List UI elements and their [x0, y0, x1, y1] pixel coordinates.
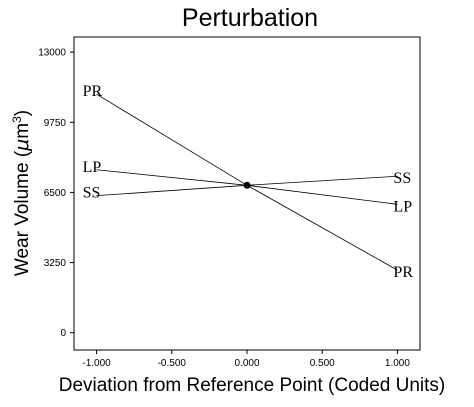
x-tick-label: 0.500 — [310, 358, 335, 369]
x-tick-label: -0.500 — [158, 358, 187, 369]
series-label-end-ss: SS — [393, 170, 411, 187]
series-label-end-lp: LP — [393, 198, 412, 215]
series-label-start-ss: SS — [83, 185, 101, 202]
y-tick-label: 9750 — [44, 118, 67, 129]
y-axis-title-close: ) — [12, 110, 33, 116]
x-axis: -1.000 -0.500 0.000 0.500 1.000 — [82, 350, 410, 369]
series-label-start-lp: LP — [83, 159, 102, 176]
y-tick-label: 3250 — [44, 258, 67, 269]
y-tick-label: 6500 — [44, 188, 67, 199]
x-tick-label: 0.000 — [234, 358, 259, 369]
x-axis-title: Deviation from Reference Point (Coded Un… — [59, 375, 446, 396]
y-axis-title-mu: μ — [11, 139, 33, 152]
y-axis-title-unit: m — [12, 123, 33, 139]
chart-title: Perturbation — [182, 4, 318, 32]
y-axis: 0 3250 6500 9750 13000 — [38, 48, 74, 339]
y-tick-label: 13000 — [38, 48, 66, 59]
y-axis-title-sup: 3 — [10, 116, 24, 123]
y-tick-label: 0 — [60, 328, 66, 339]
series-label-end-pr: PR — [393, 264, 413, 281]
x-tick-label: 1.000 — [385, 358, 410, 369]
reference-point-marker — [243, 181, 251, 189]
y-axis-title-main: Wear Volume ( — [12, 150, 33, 276]
series-label-start-pr: PR — [83, 83, 103, 100]
x-tick-label: -1.000 — [82, 358, 111, 369]
y-axis-title: Wear Volume (μm3) — [10, 110, 33, 276]
series-labels: PR PR LP LP SS SS — [83, 83, 414, 281]
